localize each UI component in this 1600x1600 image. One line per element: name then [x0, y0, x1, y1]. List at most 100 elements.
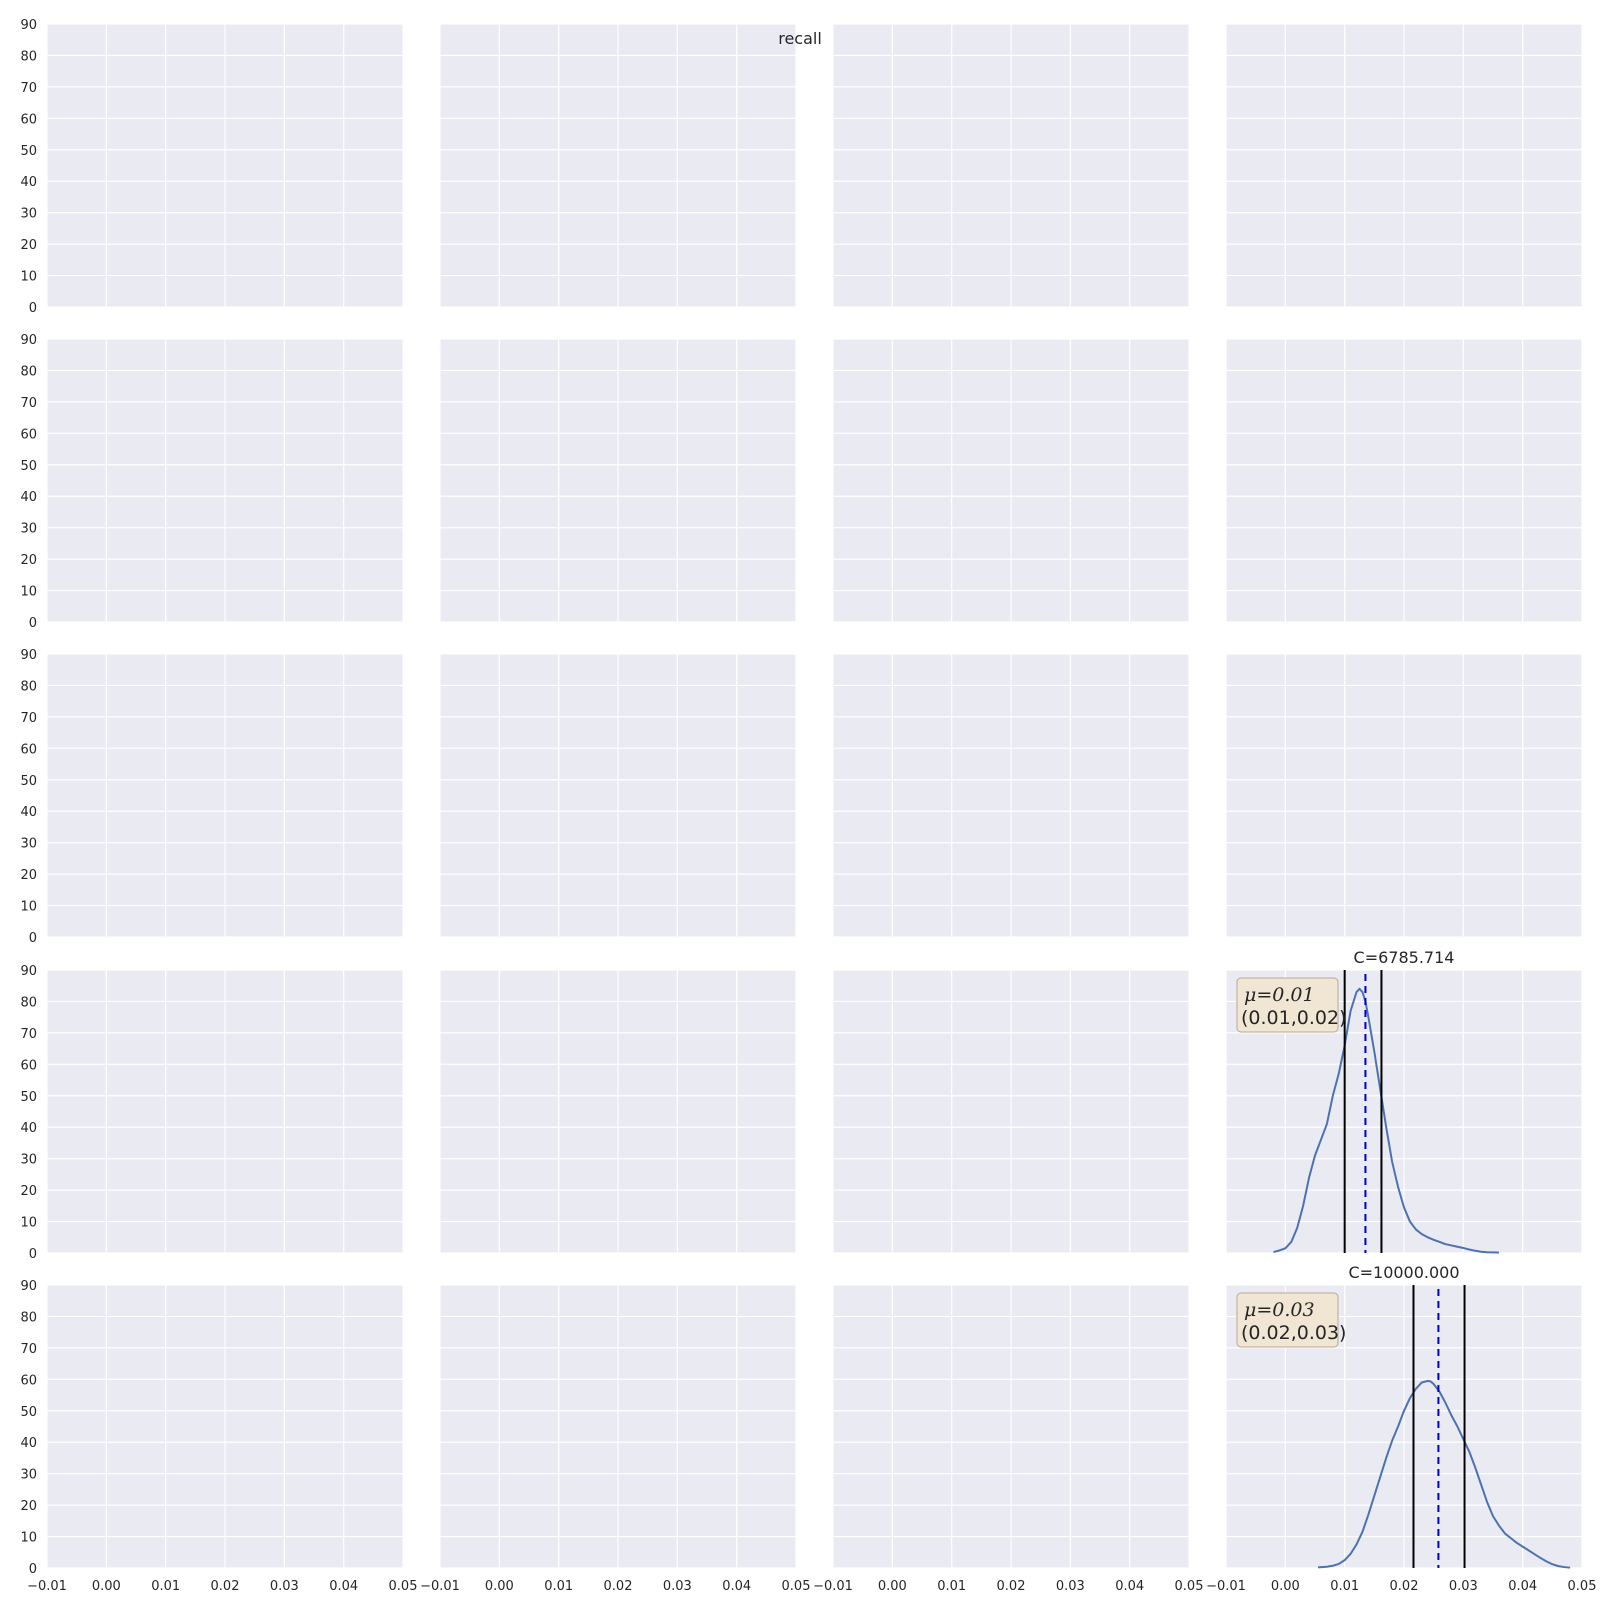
x-tick-label: 0.02	[997, 1579, 1026, 1594]
x-tick-label: 0.03	[270, 1579, 299, 1594]
ci-annotation: (0.01,0.02)	[1241, 1007, 1346, 1029]
y-tick-label: 30	[20, 522, 37, 537]
x-tick-label: −0.01	[813, 1579, 853, 1594]
subplot-r2-c1	[439, 653, 797, 938]
y-tick-label: 0	[29, 931, 37, 946]
subplot-r2-c3	[1225, 653, 1583, 938]
y-tick-label: 80	[20, 995, 37, 1010]
y-tick-label: 30	[20, 1468, 37, 1483]
y-tick-label: 70	[20, 1342, 37, 1357]
subplot-r4-c2: −0.01 0.00 0.01 0.02 0.03 0.04 0.05	[813, 1284, 1204, 1594]
y-tick-label: 70	[20, 81, 37, 96]
y-tick-label: 60	[20, 427, 37, 442]
subplot-title: C=6785.714	[1354, 948, 1455, 967]
y-tick-label: 60	[20, 1058, 37, 1073]
y-tick-label: 20	[20, 1184, 37, 1199]
y-tick-label: 30	[20, 207, 37, 222]
subplot-r3-c2	[832, 969, 1190, 1254]
x-tick-label: 0.03	[1449, 1579, 1478, 1594]
subplot-r4-c0: 0 10 20 30 40 50 60 70 80 90 −0.01 0.00 0.01 0.02 0.03…	[20, 1279, 417, 1594]
y-tick-label: 50	[20, 459, 37, 474]
ci-annotation: (0.02,0.03)	[1241, 1322, 1346, 1344]
mean-annotation: μ=0.03	[1244, 1299, 1315, 1321]
annotation-box	[1236, 1292, 1339, 1348]
subplot-r1-c1	[439, 338, 797, 623]
subplot-r3-c0: 0 10 20 30 40 50 60 70 80 90	[20, 964, 404, 1262]
y-tick-label: 30	[20, 837, 37, 852]
subplot-r0-c3	[1225, 23, 1583, 308]
x-tick-label: 0.05	[1175, 1579, 1204, 1594]
chart-title: recall	[778, 29, 822, 48]
y-tick-label: 20	[20, 238, 37, 253]
y-tick-label: 0	[29, 616, 37, 631]
x-tick-label: 0.01	[1330, 1579, 1359, 1594]
y-tick-label: 90	[20, 333, 37, 348]
x-tick-label: −0.01	[1206, 1579, 1246, 1594]
x-tick-label: 0.00	[878, 1579, 907, 1594]
y-tick-label: 0	[29, 1247, 37, 1262]
x-tick-label: −0.01	[420, 1579, 460, 1594]
x-tick-label: 0.02	[1390, 1579, 1419, 1594]
y-tick-label: 90	[20, 18, 37, 33]
y-tick-label: 40	[20, 1121, 37, 1136]
y-tick-label: 50	[20, 1405, 37, 1420]
subplot-r0-c1	[439, 23, 797, 308]
y-tick-label: 60	[20, 742, 37, 757]
kde-curve	[1273, 987, 1499, 1254]
y-tick-label: 30	[20, 1153, 37, 1168]
y-tick-label: 90	[20, 648, 37, 663]
y-tick-label: 50	[20, 144, 37, 159]
x-tick-label: 0.00	[92, 1579, 121, 1594]
x-tick-label: 0.01	[544, 1579, 573, 1594]
x-tick-label: 0.04	[1115, 1579, 1144, 1594]
subplot-r1-c3	[1225, 338, 1583, 623]
subplot-r4-c1: −0.01 0.00 0.01 0.02 0.03 0.04 0.05	[420, 1284, 811, 1594]
subplot-r1-c2	[832, 338, 1190, 623]
x-tick-label: 0.04	[1508, 1579, 1537, 1594]
x-tick-label: 0.05	[1568, 1579, 1597, 1594]
x-tick-label: 0.04	[722, 1579, 751, 1594]
y-tick-label: 20	[20, 868, 37, 883]
y-tick-label: 0	[29, 1562, 37, 1577]
x-tick-label: 0.02	[604, 1579, 633, 1594]
y-tick-label: 90	[20, 964, 37, 979]
subplot-r3-c1	[439, 969, 797, 1254]
kde-curve	[1317, 1379, 1571, 1569]
axes-layer: 0 10 20 30 40 50 60 70 80 90 0 10 20 30 40 50 60 70 80 90 0 1…	[20, 18, 1596, 1594]
y-tick-label: 80	[20, 679, 37, 694]
annotation-box	[1236, 977, 1339, 1033]
y-tick-label: 10	[20, 585, 37, 600]
subplot-r2-c2	[832, 653, 1190, 938]
y-tick-label: 70	[20, 396, 37, 411]
y-tick-label: 80	[20, 49, 37, 64]
x-tick-label: −0.01	[27, 1579, 67, 1594]
y-tick-label: 60	[20, 1373, 37, 1388]
y-tick-label: 40	[20, 1436, 37, 1451]
y-tick-label: 50	[20, 774, 37, 789]
x-tick-label: 0.02	[211, 1579, 240, 1594]
y-tick-label: 90	[20, 1279, 37, 1294]
y-tick-label: 10	[20, 270, 37, 285]
x-tick-label: 0.04	[329, 1579, 358, 1594]
subplot-r1-c0: 0 10 20 30 40 50 60 70 80 90	[20, 333, 404, 631]
subplot-r3-c3: C=6785.714 μ=0.01(0.01,0.02)	[1225, 948, 1583, 1254]
y-tick-label: 20	[20, 553, 37, 568]
y-tick-label: 70	[20, 1027, 37, 1042]
y-tick-label: 0	[29, 301, 37, 316]
mean-annotation: μ=0.01	[1244, 984, 1315, 1006]
x-tick-label: 0.01	[937, 1579, 966, 1594]
y-tick-label: 20	[20, 1499, 37, 1514]
y-tick-label: 10	[20, 900, 37, 915]
subplot-r0-c0: 0 10 20 30 40 50 60 70 80 90	[20, 18, 404, 316]
subplot-r2-c0: 0 10 20 30 40 50 60 70 80 90	[20, 648, 404, 946]
x-tick-label: 0.03	[663, 1579, 692, 1594]
y-tick-label: 80	[20, 1310, 37, 1325]
y-tick-label: 80	[20, 364, 37, 379]
x-tick-label: 0.03	[1056, 1579, 1085, 1594]
x-tick-label: 0.05	[782, 1579, 811, 1594]
y-tick-label: 50	[20, 1090, 37, 1105]
subplot-title: C=10000.000	[1348, 1263, 1459, 1282]
y-tick-label: 10	[20, 1216, 37, 1231]
y-tick-label: 40	[20, 805, 37, 820]
